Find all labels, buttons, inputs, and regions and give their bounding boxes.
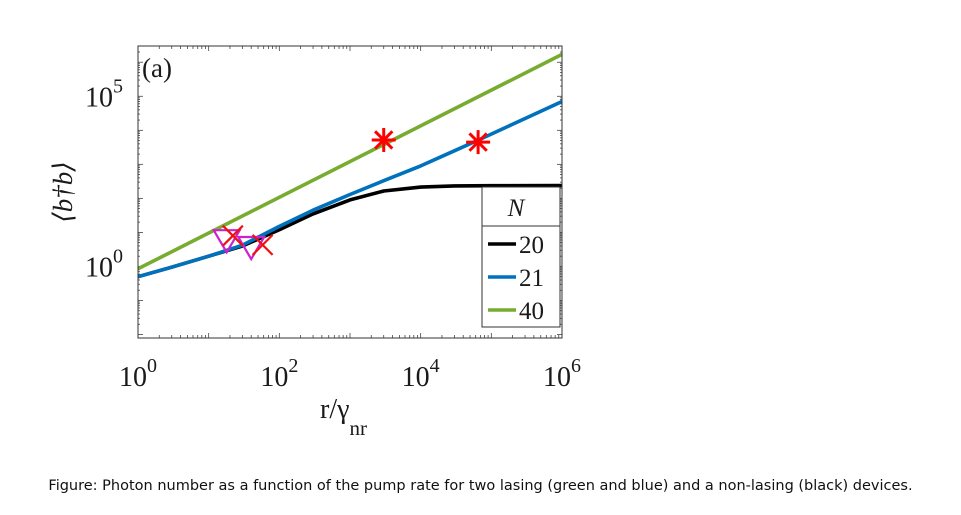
legend-entries: 20 21 40 [488, 232, 544, 325]
x-tick-label: 100 [119, 355, 157, 393]
legend-label-21: 21 [519, 265, 544, 292]
x-tick-label-exp: 6 [571, 355, 581, 377]
asterisk-marker [371, 127, 396, 152]
y-tick-label-base: 10 [85, 82, 113, 113]
x-tick-label-base: 10 [119, 362, 147, 393]
x-axis-label-main: r/γ [320, 394, 349, 425]
legend-title: N [507, 195, 526, 222]
series-line-40 [138, 52, 562, 271]
x-tick-label: 102 [260, 355, 298, 393]
plot-frame [137, 45, 563, 339]
x-axis-label: r/γnr [320, 394, 367, 440]
y-tick-label-exp: 0 [113, 245, 123, 267]
threshold-x-marker [222, 224, 244, 247]
x-tick-label-base: 10 [543, 362, 571, 393]
asterisk-marker [466, 130, 491, 155]
y-axis-label: ⟨b†b⟩ [48, 161, 78, 223]
x-axis-label-sub: nr [349, 416, 367, 440]
x-tick-label-base: 10 [402, 362, 430, 393]
y-tick-label-exp: 5 [113, 75, 123, 97]
legend-label-20: 20 [519, 232, 544, 259]
y-tick-label-base: 10 [85, 252, 113, 283]
y-tick-label: 100 [85, 245, 123, 283]
marker-group [211, 127, 491, 262]
x-tick-label-exp: 2 [288, 355, 298, 377]
legend: N 20 21 40 [481, 186, 561, 328]
lasing-threshold-triangle [236, 235, 267, 262]
x-tick-label-base: 10 [260, 362, 288, 393]
threshold-x-marker [251, 234, 274, 256]
x-tick-label: 106 [543, 355, 581, 393]
x-tick-label-exp: 4 [430, 355, 440, 377]
x-tick-label: 104 [402, 355, 440, 393]
legend-box [481, 186, 561, 328]
figure-caption: Figure: Photon number as a function of t… [48, 478, 913, 494]
x-tick-label-exp: 0 [147, 355, 157, 377]
x-tick-labels: 100 102 104 106 [119, 355, 581, 393]
legend-label-40: 40 [519, 298, 544, 325]
panel-label: (a) [142, 53, 172, 83]
y-tick-label: 105 [85, 75, 123, 113]
